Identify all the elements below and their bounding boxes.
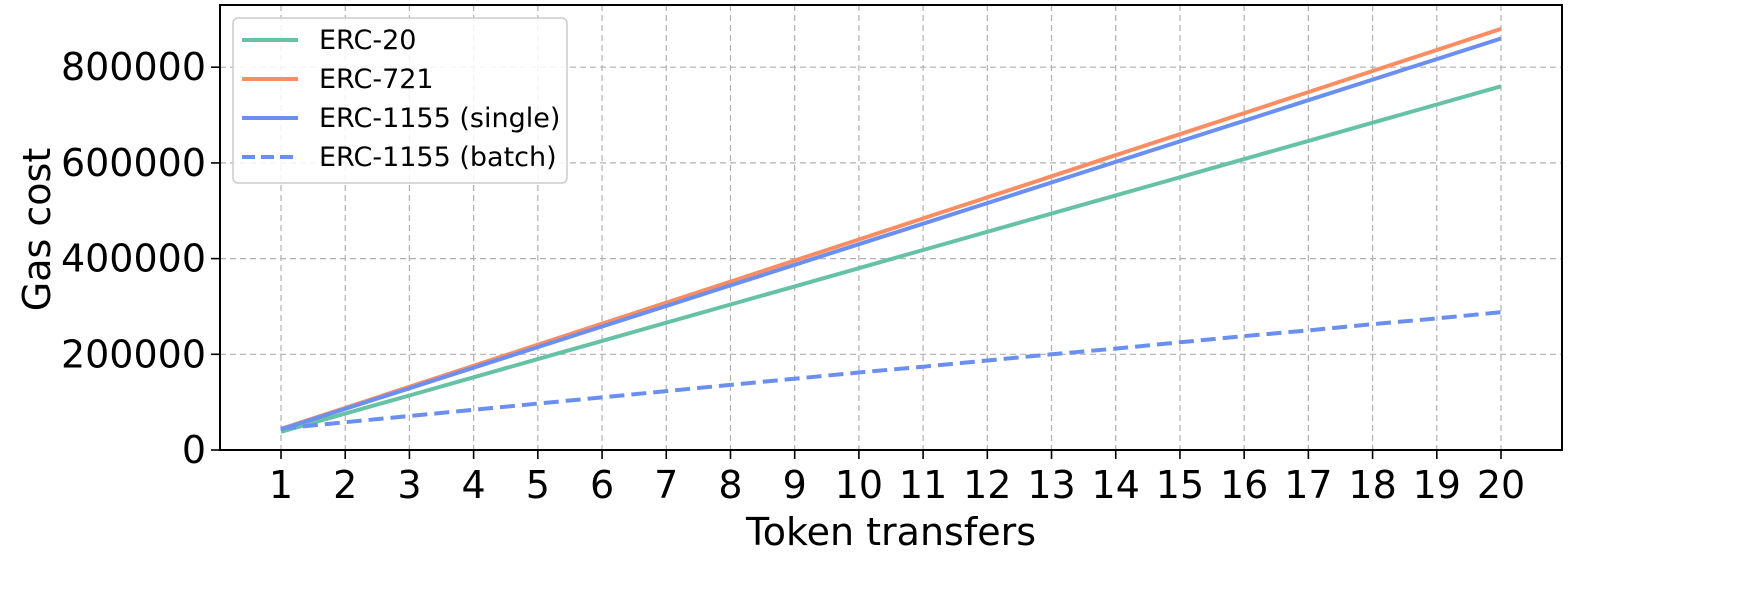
x-tick-label: 12 — [963, 463, 1011, 507]
x-tick-label: 2 — [333, 463, 357, 507]
x-tick-label: 5 — [526, 463, 550, 507]
x-tick-label: 13 — [1027, 463, 1075, 507]
y-tick-label: 200000 — [61, 332, 206, 376]
series-line-erc-1155-single — [280, 36, 1502, 432]
x-tick-label: 10 — [835, 463, 883, 507]
legend-label-erc-1155-single: ERC-1155 (single) — [319, 103, 560, 134]
x-tick-label: 3 — [397, 463, 421, 507]
y-axis-label: Gas cost — [15, 148, 59, 311]
x-tick-label: 11 — [899, 463, 947, 507]
series-line-erc-1155-batch — [280, 310, 1502, 431]
x-tick-label: 7 — [654, 463, 678, 507]
y-tick-label: 600000 — [61, 141, 206, 185]
x-tick-label: 8 — [718, 463, 742, 507]
legend-box — [232, 17, 568, 184]
y-tick-label: 800000 — [61, 45, 206, 89]
x-tick-label: 16 — [1220, 463, 1268, 507]
legend-label-erc-20: ERC-20 — [319, 25, 416, 56]
y-axis-ticks: 0 200000 400000 600000 800000 — [61, 45, 220, 472]
legend-label-erc-721: ERC-721 — [319, 64, 434, 95]
series-line-erc-20 — [280, 84, 1502, 434]
x-tick-label: 15 — [1156, 463, 1204, 507]
x-axis-ticks: 1 2 3 4 5 6 7 8 9 10 11 12 13 14 15 16 17 18 19 20 — [269, 450, 1525, 507]
x-tick-label: 17 — [1284, 463, 1332, 507]
series-lines — [280, 26, 1502, 434]
x-tick-label: 6 — [590, 463, 614, 507]
x-tick-label: 18 — [1348, 463, 1396, 507]
x-tick-label: 4 — [462, 463, 486, 507]
legend: ERC-20 ERC-721 ERC-1155 (single) ERC-1155 (… — [232, 17, 568, 184]
legend-label-erc-1155-batch: ERC-1155 (batch) — [319, 142, 557, 173]
y-tick-label: 0 — [182, 428, 206, 472]
x-tick-label: 1 — [269, 463, 293, 507]
plot-frame — [219, 4, 1563, 451]
y-tick-label: 400000 — [61, 237, 206, 281]
x-tick-label: 9 — [783, 463, 807, 507]
x-tick-label: 19 — [1413, 463, 1461, 507]
x-tick-label: 14 — [1092, 463, 1140, 507]
x-axis-label: Token transfers — [745, 510, 1036, 554]
x-tick-label: 20 — [1477, 463, 1525, 507]
